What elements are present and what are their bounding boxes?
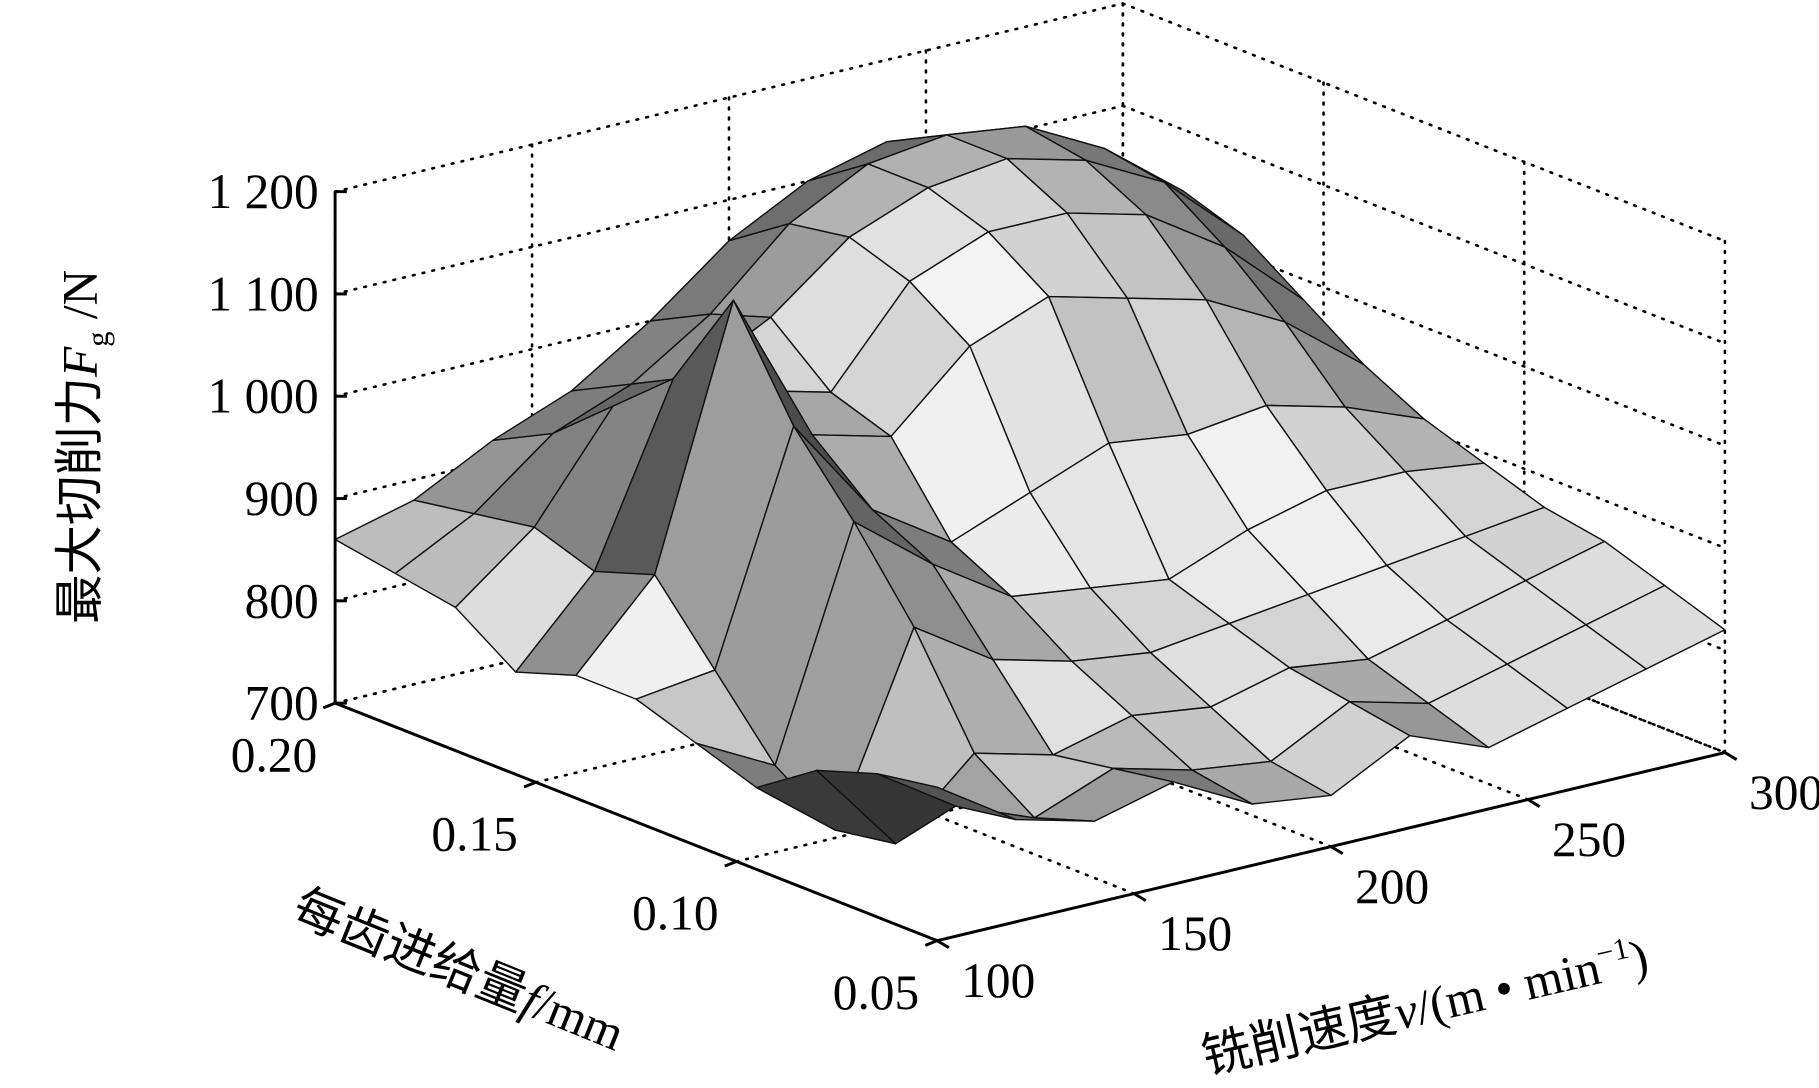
y-axis-title: 每齿进给量f/mm <box>286 879 632 1062</box>
x-title-unit: /(m • min <box>1410 940 1605 1036</box>
y-title-unit: /mm <box>527 976 632 1061</box>
y-tick-label: 0.15 <box>431 806 517 861</box>
y-tick-label: 0.20 <box>231 727 317 782</box>
x-tick-label: 200 <box>1355 859 1429 914</box>
surface <box>334 125 1726 845</box>
z-title-symbol: F <box>52 346 107 378</box>
z-title-text: 最大切削力 <box>52 377 107 624</box>
grid-line <box>1121 309 1727 550</box>
z-title-unit: /N <box>52 270 107 332</box>
x-title-text: 铣削速度 <box>1197 987 1402 1085</box>
z-tick-label: 800 <box>245 573 319 628</box>
y-title-text: 每齿进给量 <box>286 879 536 1022</box>
grid-line <box>1121 104 1727 345</box>
axis-line <box>936 751 1726 943</box>
grid-line <box>1121 206 1727 447</box>
tick-mark <box>1527 798 1541 808</box>
grid-line <box>1121 513 1727 754</box>
tick-mark <box>322 701 336 710</box>
z-tick-label: 1 200 <box>208 164 319 219</box>
surface-patch <box>876 772 1017 821</box>
tick-mark <box>1330 845 1344 855</box>
x-tick-label: 150 <box>1158 906 1232 961</box>
x-title-sup: −1 <box>1593 931 1632 971</box>
x-tick-label: 250 <box>1552 812 1626 867</box>
z-tick-label: 1 100 <box>208 266 319 321</box>
z-title-sub: g <box>81 331 115 346</box>
z-tick-label: 700 <box>245 676 319 731</box>
z-tick-label: 900 <box>245 471 319 526</box>
tick-mark <box>1724 751 1738 761</box>
x-tick-label: 300 <box>1749 765 1819 820</box>
grid-line <box>1121 2 1727 243</box>
x-tick-label: 100 <box>961 953 1035 1008</box>
x-axis-title: 铣削速度v/(m • min−1) <box>1196 927 1653 1085</box>
tick-mark <box>936 939 950 949</box>
y-tick-label: 0.05 <box>833 965 919 1020</box>
axis-line <box>334 701 938 943</box>
z-tick-label: 1 000 <box>208 369 319 424</box>
y-tick-label: 0.10 <box>632 886 718 941</box>
tick-mark <box>1133 892 1147 902</box>
z-axis-title: 最大切削力Fg /N <box>52 270 115 624</box>
